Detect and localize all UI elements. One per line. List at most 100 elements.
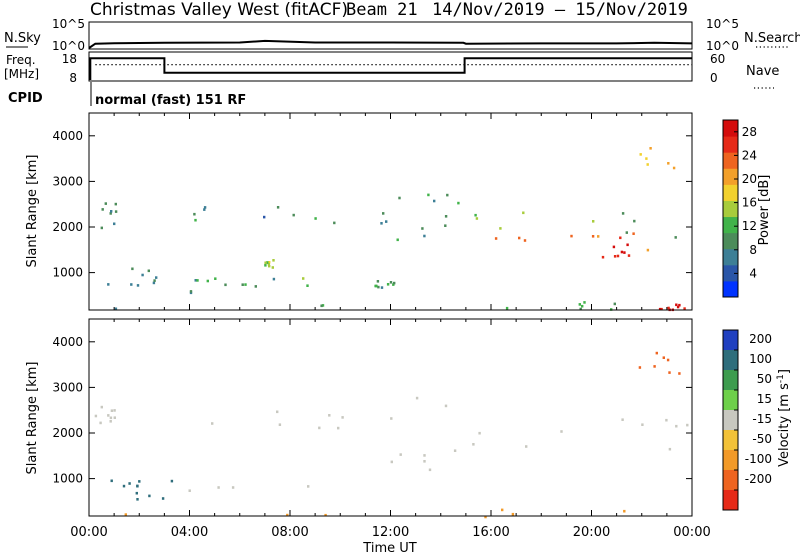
scatter-cell <box>131 267 134 271</box>
scatter-cell <box>474 213 477 217</box>
velocity-colorbar-label: Velocity [m s-1] <box>776 369 792 467</box>
scatter-cell <box>193 212 196 216</box>
scatter-cell <box>662 356 665 359</box>
velocity-colorbar-tick-label: -50 <box>752 432 772 446</box>
scatter-cell <box>100 226 103 230</box>
noise-left-label: N.Sky <box>4 31 41 46</box>
scatter-cell <box>286 513 289 517</box>
scatter-cell <box>109 416 113 420</box>
scatter-cell <box>472 443 475 446</box>
nave-right-label: Nave <box>746 64 779 79</box>
velocity-colorbar-segment <box>723 490 738 511</box>
scatter-cell <box>579 307 582 311</box>
scatter-cell <box>231 486 235 489</box>
scatter-cell <box>444 224 447 227</box>
scatter-cell <box>104 202 107 205</box>
freq-label-line2: [MHz] <box>4 67 39 81</box>
scatter-cell <box>170 479 174 483</box>
scatter-cell <box>276 206 280 209</box>
scatter-cell <box>214 277 217 280</box>
power-colorbar-tick-label: 20 <box>742 172 757 186</box>
scatter-cell <box>194 279 197 282</box>
scatter-cell <box>100 405 103 409</box>
scatter-cell <box>101 208 104 211</box>
velocity-colorbar-tick-label: 15 <box>757 392 772 406</box>
scatter-cell <box>423 454 426 457</box>
velocity-colorbar-tick-label: -200 <box>745 472 772 486</box>
x-tick-label: 16:00 <box>472 525 509 540</box>
power-ylabel: Slant Range [km] <box>25 155 40 268</box>
scatter-cell <box>276 410 279 414</box>
scatter-cell <box>668 447 672 451</box>
scatter-cell <box>601 255 605 259</box>
scatter-cell <box>321 304 325 307</box>
scatter-cell <box>114 202 117 206</box>
noise-right-tick-bottom: 10^0 <box>706 39 739 53</box>
scatter-cell <box>393 281 396 285</box>
power-colorbar-segment <box>723 136 738 153</box>
scatter-cell <box>505 306 509 310</box>
nave-right-tick-bottom: 0 <box>710 71 718 85</box>
scatter-cell <box>114 307 118 311</box>
scatter-cell <box>523 239 527 242</box>
scatter-cell <box>267 262 270 266</box>
scatter-cell <box>113 409 116 412</box>
scatter-cell <box>398 196 401 200</box>
scatter-cell <box>623 509 626 513</box>
scatter-cell <box>333 221 336 225</box>
scatter-cell <box>189 291 193 295</box>
freq-left-tick-top: 18 <box>62 52 77 66</box>
scatter-cell <box>113 416 116 419</box>
scatter-cell <box>153 279 156 282</box>
scatter-cell <box>653 365 656 368</box>
velocity-colorbar-label-close: ] <box>777 369 792 374</box>
scatter-cell <box>621 212 625 215</box>
scatter-cell <box>446 193 449 197</box>
frequency-panel-frame <box>88 51 693 82</box>
scatter-cell <box>268 261 271 264</box>
scatter-cell <box>678 303 681 307</box>
scatter-cell <box>217 486 220 489</box>
velocity-colorbar-segment <box>723 410 738 431</box>
scatter-cell <box>196 279 199 282</box>
scatter-cell <box>130 283 133 286</box>
scatter-cell <box>141 273 144 277</box>
power-panel-background <box>89 113 692 310</box>
scatter-cell <box>386 283 390 286</box>
scatter-cell <box>241 283 244 286</box>
x-tick-label: 08:00 <box>271 525 308 540</box>
scatter-cell <box>423 460 426 463</box>
scatter-cell <box>518 236 521 240</box>
scatter-cell <box>646 163 649 166</box>
scatter-cell <box>203 206 207 209</box>
velocity-colorbar-tick-label: 200 <box>749 332 772 346</box>
scatter-cell <box>206 279 209 283</box>
noise-left-tick-top: 10^5 <box>52 17 85 31</box>
scatter-cell <box>665 418 668 422</box>
scatter-cell <box>307 485 310 488</box>
scatter-cell <box>676 305 680 309</box>
scatter-cell <box>522 211 525 215</box>
scatter-cell <box>314 217 317 220</box>
scatter-cell <box>423 234 426 238</box>
scatter-cell <box>341 416 344 419</box>
scatter-cell <box>189 290 193 293</box>
scatter-cell <box>302 277 305 280</box>
y-tick-label: 2000 <box>52 220 83 234</box>
x-tick-label: 00:00 <box>673 525 710 540</box>
power-colorbar-tick-label: 24 <box>742 148 757 162</box>
cpid-value: normal (fast) 151 RF <box>95 93 246 108</box>
noise-right-tick-top: 10^5 <box>706 17 739 31</box>
scatter-cell <box>109 212 112 215</box>
scatter-cell <box>264 261 267 265</box>
y-tick-label: 4000 <box>52 335 83 349</box>
scatter-cell <box>392 283 395 286</box>
scatter-cell <box>625 231 628 234</box>
scatter-cell <box>376 280 380 283</box>
velocity-colorbar-segment <box>723 470 738 491</box>
scatter-cell <box>161 497 165 500</box>
noise-panel-frame <box>88 21 693 50</box>
scatter-cell <box>94 414 98 418</box>
scatter-cell <box>641 423 644 426</box>
scatter-cell <box>377 285 380 289</box>
